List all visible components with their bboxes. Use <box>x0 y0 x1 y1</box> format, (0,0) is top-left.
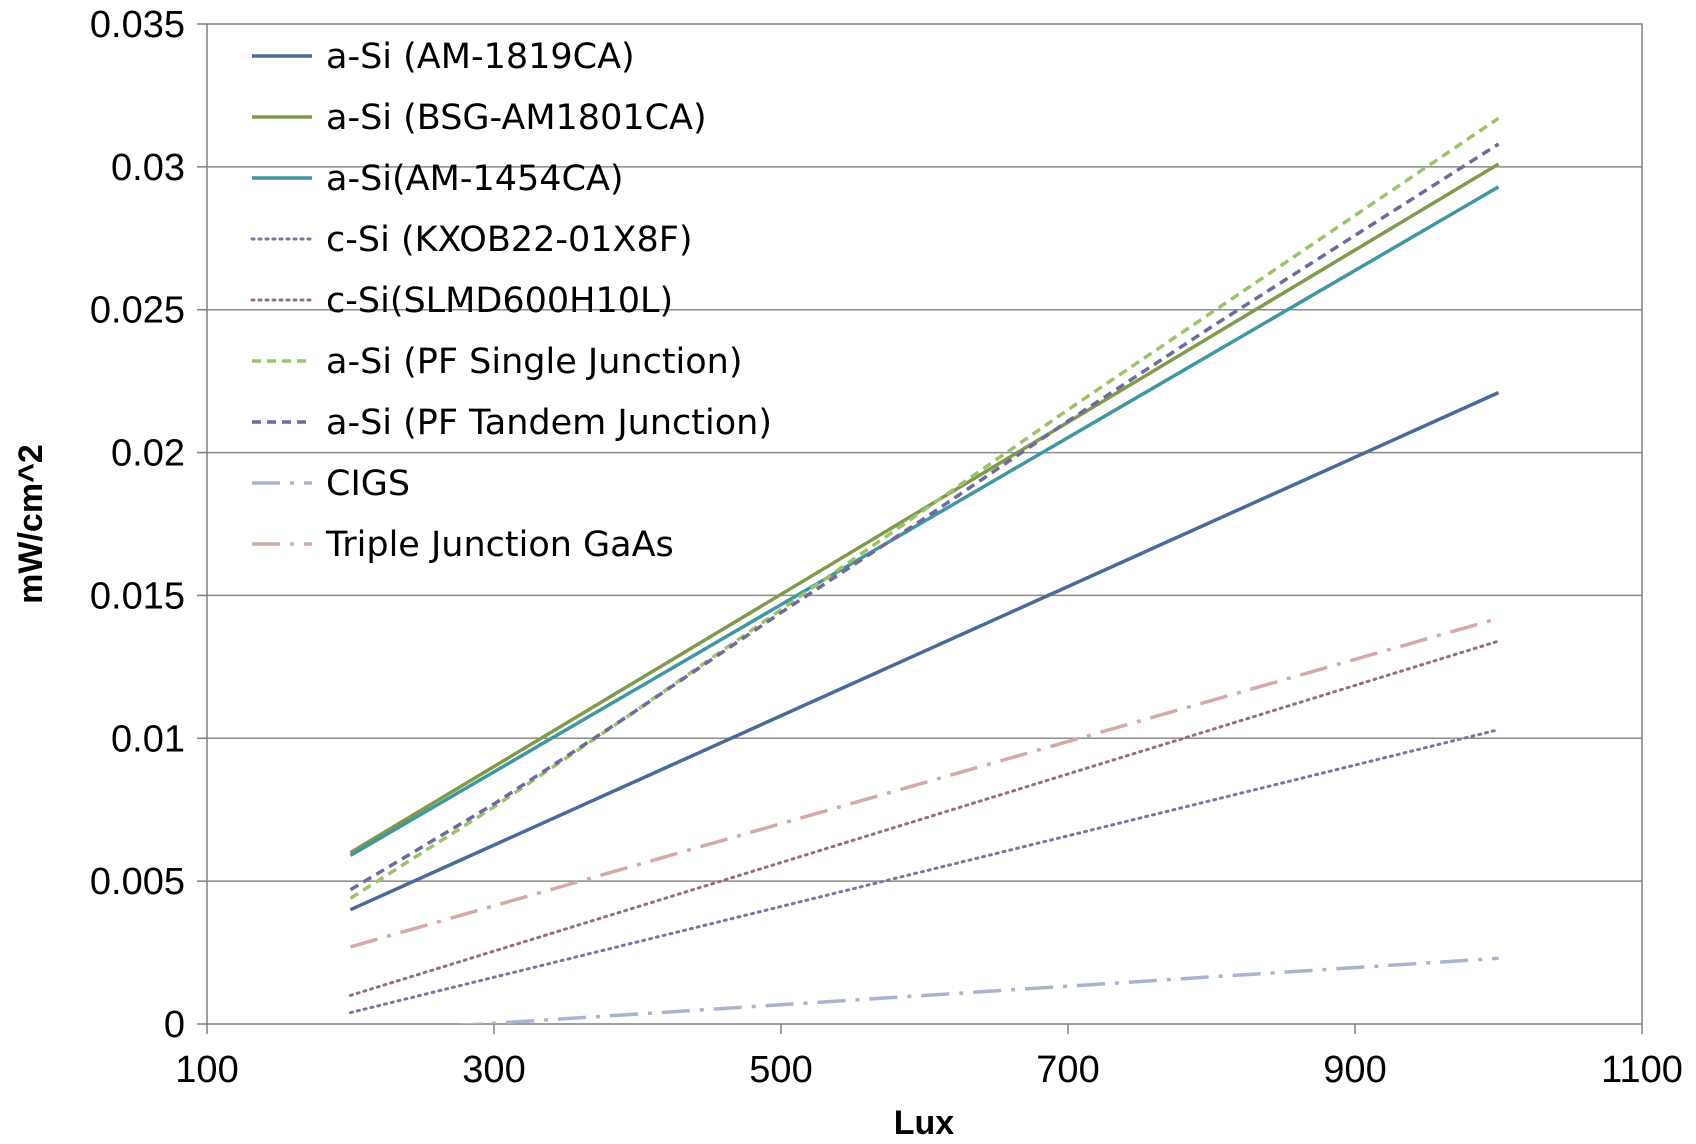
x-tick-label: 1100 <box>1601 1049 1683 1091</box>
y-tick-label: 0.035 <box>90 4 185 46</box>
series-line <box>456 956 1499 1024</box>
legend-label: a-Si (BSG-AM1801CA) <box>326 98 707 138</box>
axis-ticks: 0 0.005 0.01 0.015 0.02 0.025 0.03 0.035 100 300 5… <box>90 4 1683 1091</box>
series-line <box>350 616 1499 949</box>
series-line <box>349 728 1500 1015</box>
x-axis-title: Lux <box>894 1104 955 1142</box>
x-tick-label: 300 <box>462 1049 525 1091</box>
y-tick-label: 0.02 <box>111 433 185 475</box>
series-line <box>349 116 1500 900</box>
legend-label: CIGS <box>326 464 410 504</box>
x-tick-label: 500 <box>749 1049 812 1091</box>
legend-label: c-Si(SLMD600H10L) <box>326 281 673 321</box>
legend-label: a-Si(AM-1454CA) <box>326 159 624 199</box>
y-tick-label: 0.015 <box>90 575 185 617</box>
legend-label: a-Si (AM-1819CA) <box>326 37 635 77</box>
y-tick-label: 0.025 <box>90 290 185 332</box>
gridlines <box>207 166 1642 882</box>
series-line <box>349 142 1500 892</box>
series-line <box>349 391 1500 912</box>
y-tick-label: 0.005 <box>90 861 185 903</box>
y-axis-title: mW/cm^2 <box>12 444 50 604</box>
legend-label: a-Si (PF Single Junction) <box>326 342 743 382</box>
y-tick-label: 0.03 <box>111 147 185 189</box>
legend: a-Si (AM-1819CA) a-Si (BSG-AM1801CA) a-Si(… <box>250 37 772 565</box>
series-line <box>349 639 1500 997</box>
y-tick-label: 0 <box>164 1004 185 1046</box>
series-line <box>349 185 1500 857</box>
legend-label: c-Si (KXOB22-01X8F) <box>326 220 693 260</box>
legend-label: a-Si (PF Tandem Junction) <box>326 403 772 443</box>
x-tick-label: 700 <box>1036 1049 1099 1091</box>
x-tick-label: 900 <box>1323 1049 1386 1091</box>
plot-area-border <box>206 23 1643 1025</box>
series-lines <box>349 116 1500 1024</box>
y-tick-label: 0.01 <box>111 718 185 760</box>
legend-label: Triple Junction GaAs <box>325 525 674 565</box>
x-tick-label: 100 <box>175 1049 238 1091</box>
